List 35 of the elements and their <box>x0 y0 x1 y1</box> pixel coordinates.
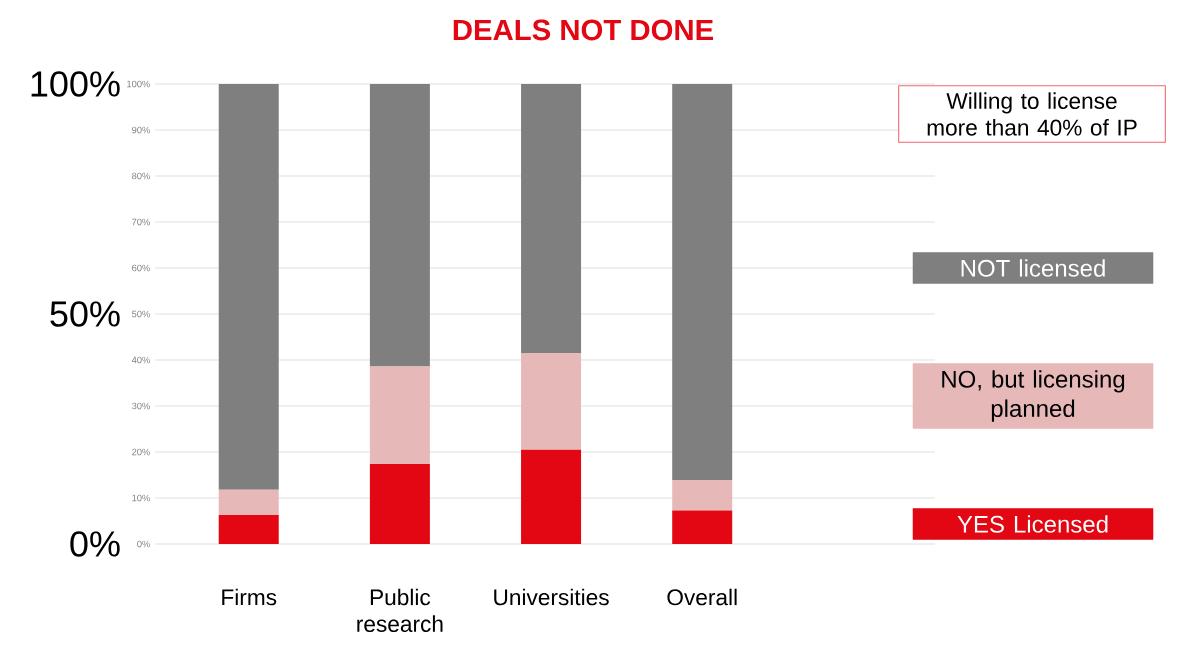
y2-tick-label: 20% <box>132 448 150 456</box>
bar <box>521 449 582 544</box>
y2-tick-label: 80% <box>132 172 150 180</box>
bar <box>672 510 733 544</box>
y2-tick-label: 70% <box>132 218 150 226</box>
y2-tick-label: 40% <box>131 356 150 364</box>
y2-tick-label: 60% <box>132 264 150 272</box>
bar <box>672 480 733 511</box>
bar <box>672 83 733 481</box>
x-tick-label: Public research <box>357 588 443 633</box>
bar <box>369 463 430 544</box>
y-tick-label: 50% <box>50 301 120 327</box>
y2-tick-label: 90% <box>132 126 150 134</box>
chart-title: DEALS NOT DONE <box>453 19 714 41</box>
bar <box>521 353 582 450</box>
x-tick-label: Overall <box>667 588 737 606</box>
y2-tick-label: 30% <box>131 402 150 410</box>
bar <box>218 515 279 544</box>
y2-tick-label: 10% <box>132 494 150 502</box>
text: NOT licensed <box>961 259 1105 277</box>
bar <box>369 366 430 464</box>
bar <box>218 83 279 490</box>
y2-tick-label: 100% <box>127 80 150 88</box>
y-tick-label: 0% <box>70 531 120 557</box>
text: NO, but licensing planned <box>942 370 1125 422</box>
y2-tick-label: 0% <box>137 540 150 548</box>
x-tick-label: Firms <box>222 588 277 606</box>
bar <box>521 83 582 354</box>
y-tick-label: 100% <box>31 71 120 97</box>
bar <box>218 489 279 515</box>
y2-tick-label: 50% <box>131 310 150 318</box>
x-tick-label: Universities <box>494 588 609 606</box>
text: YES Licensed <box>957 515 1108 533</box>
text: Willing to license more than 40% of IP <box>927 92 1137 136</box>
bar <box>369 83 430 367</box>
